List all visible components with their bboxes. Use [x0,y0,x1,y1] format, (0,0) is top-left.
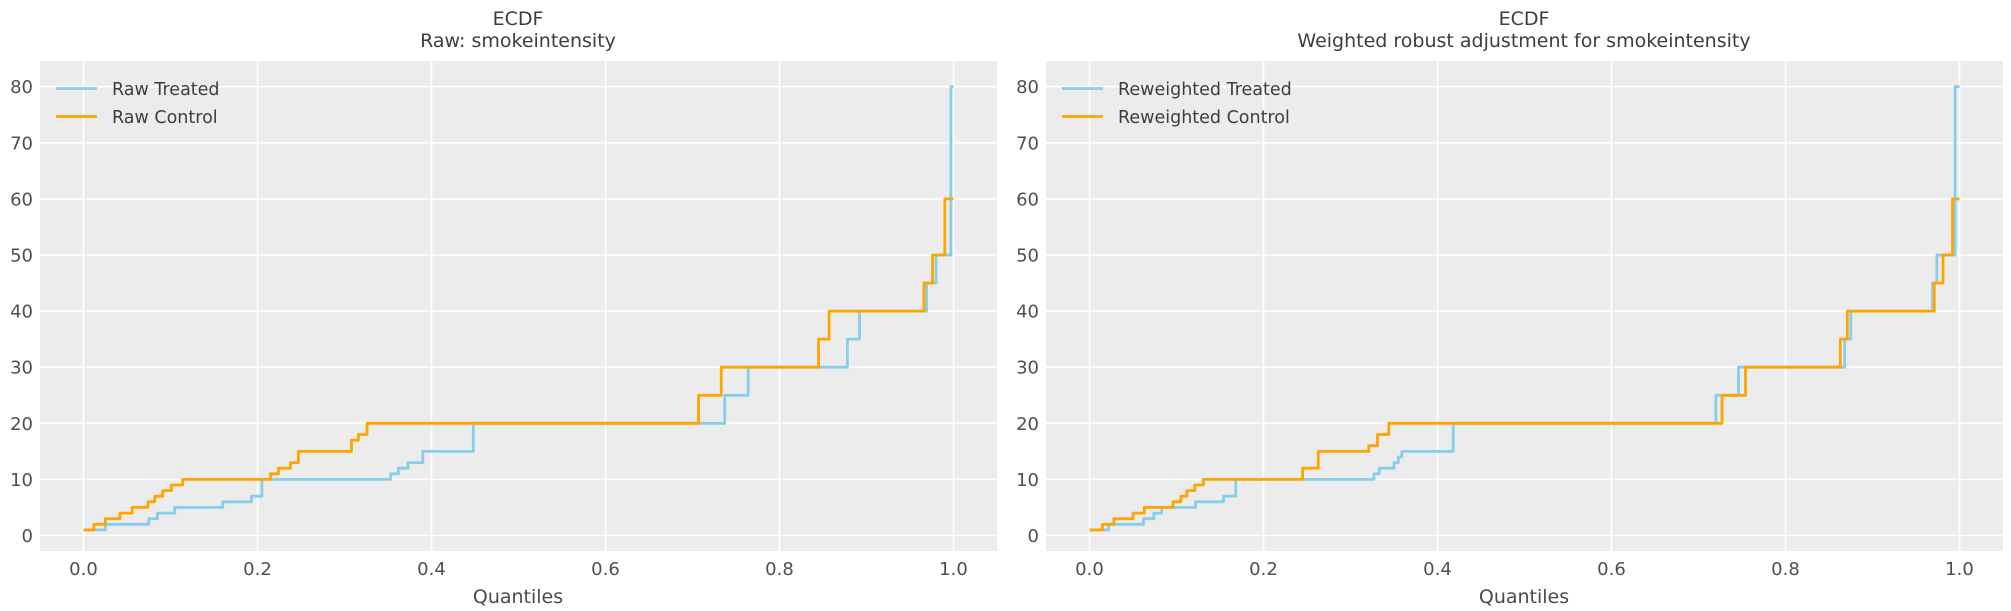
x-axis-label: Quantiles [1479,586,1569,608]
y-tick-label: 70 [10,133,33,154]
series-lines [83,85,954,532]
y-tick-label: 40 [10,302,33,323]
y-tick-label: 40 [1016,302,1039,323]
legend-label-control: Raw Control [112,108,218,128]
chart-title: ECDF [493,8,544,30]
y-tick-label: 50 [10,246,33,267]
y-tick-label: 10 [1016,470,1039,491]
tick-labels: 0.0 0.2 0.4 0.6 0.8 1.0 0 10 20 30 40 50 60 70 80 [1016,77,1974,580]
series-path-control [83,197,954,532]
x-tick-label: 1.0 [939,559,968,580]
y-tick-label: 60 [10,189,33,210]
x-tick-label: 0.2 [1249,559,1278,580]
legend-label-treated: Reweighted Treated [1118,80,1292,100]
chart-subtitle: Raw: smokeintensity [420,30,616,52]
y-tick-label: 80 [1016,77,1039,98]
y-tick-label: 0 [22,526,33,547]
series-lines [1089,85,1960,532]
y-tick-label: 20 [10,414,33,435]
y-tick-label: 60 [1016,189,1039,210]
y-tick-label: 30 [1016,358,1039,379]
chart-title: ECDF [1499,8,1550,30]
ecdf-chart-weighted: 0.0 0.2 0.4 0.6 0.8 1.0 0 10 20 30 40 50 60 70 80 ECDF… [1016,8,2003,608]
plot-area [1046,61,2003,551]
x-tick-label: 0.4 [417,559,446,580]
tick-labels: 0.0 0.2 0.4 0.6 0.8 1.0 0 10 20 30 40 50 60 70 80 [10,77,968,580]
x-tick-label: 0.6 [1597,559,1626,580]
x-tick-label: 0.8 [1771,559,1800,580]
x-tick-label: 0.0 [1075,559,1104,580]
y-tick-label: 30 [10,358,33,379]
legend: Raw Treated Raw Control [56,80,220,128]
series-path-control [1089,197,1960,532]
x-tick-label: 0.6 [591,559,620,580]
y-tick-label: 10 [10,470,33,491]
gridlines [1046,61,2003,551]
ecdf-chart-raw: 0.0 0.2 0.4 0.6 0.8 1.0 0 10 20 30 40 50 60 70 80 ECDF… [10,8,997,608]
plot-area [40,61,997,551]
x-tick-label: 1.0 [1945,559,1974,580]
y-tick-label: 80 [10,77,33,98]
x-tick-label: 0.8 [765,559,794,580]
x-axis-label: Quantiles [473,586,563,608]
legend-label-treated: Raw Treated [112,80,220,100]
y-tick-label: 20 [1016,414,1039,435]
y-tick-label: 50 [1016,246,1039,267]
x-tick-label: 0.2 [243,559,272,580]
legend: Reweighted Treated Reweighted Control [1062,80,1292,128]
legend-label-control: Reweighted Control [1118,108,1290,128]
chart-subtitle: Weighted robust adjustment for smokeinte… [1297,30,1750,52]
y-tick-label: 70 [1016,133,1039,154]
x-tick-label: 0.4 [1423,559,1452,580]
y-tick-label: 0 [1028,526,1039,547]
x-tick-label: 0.0 [69,559,98,580]
